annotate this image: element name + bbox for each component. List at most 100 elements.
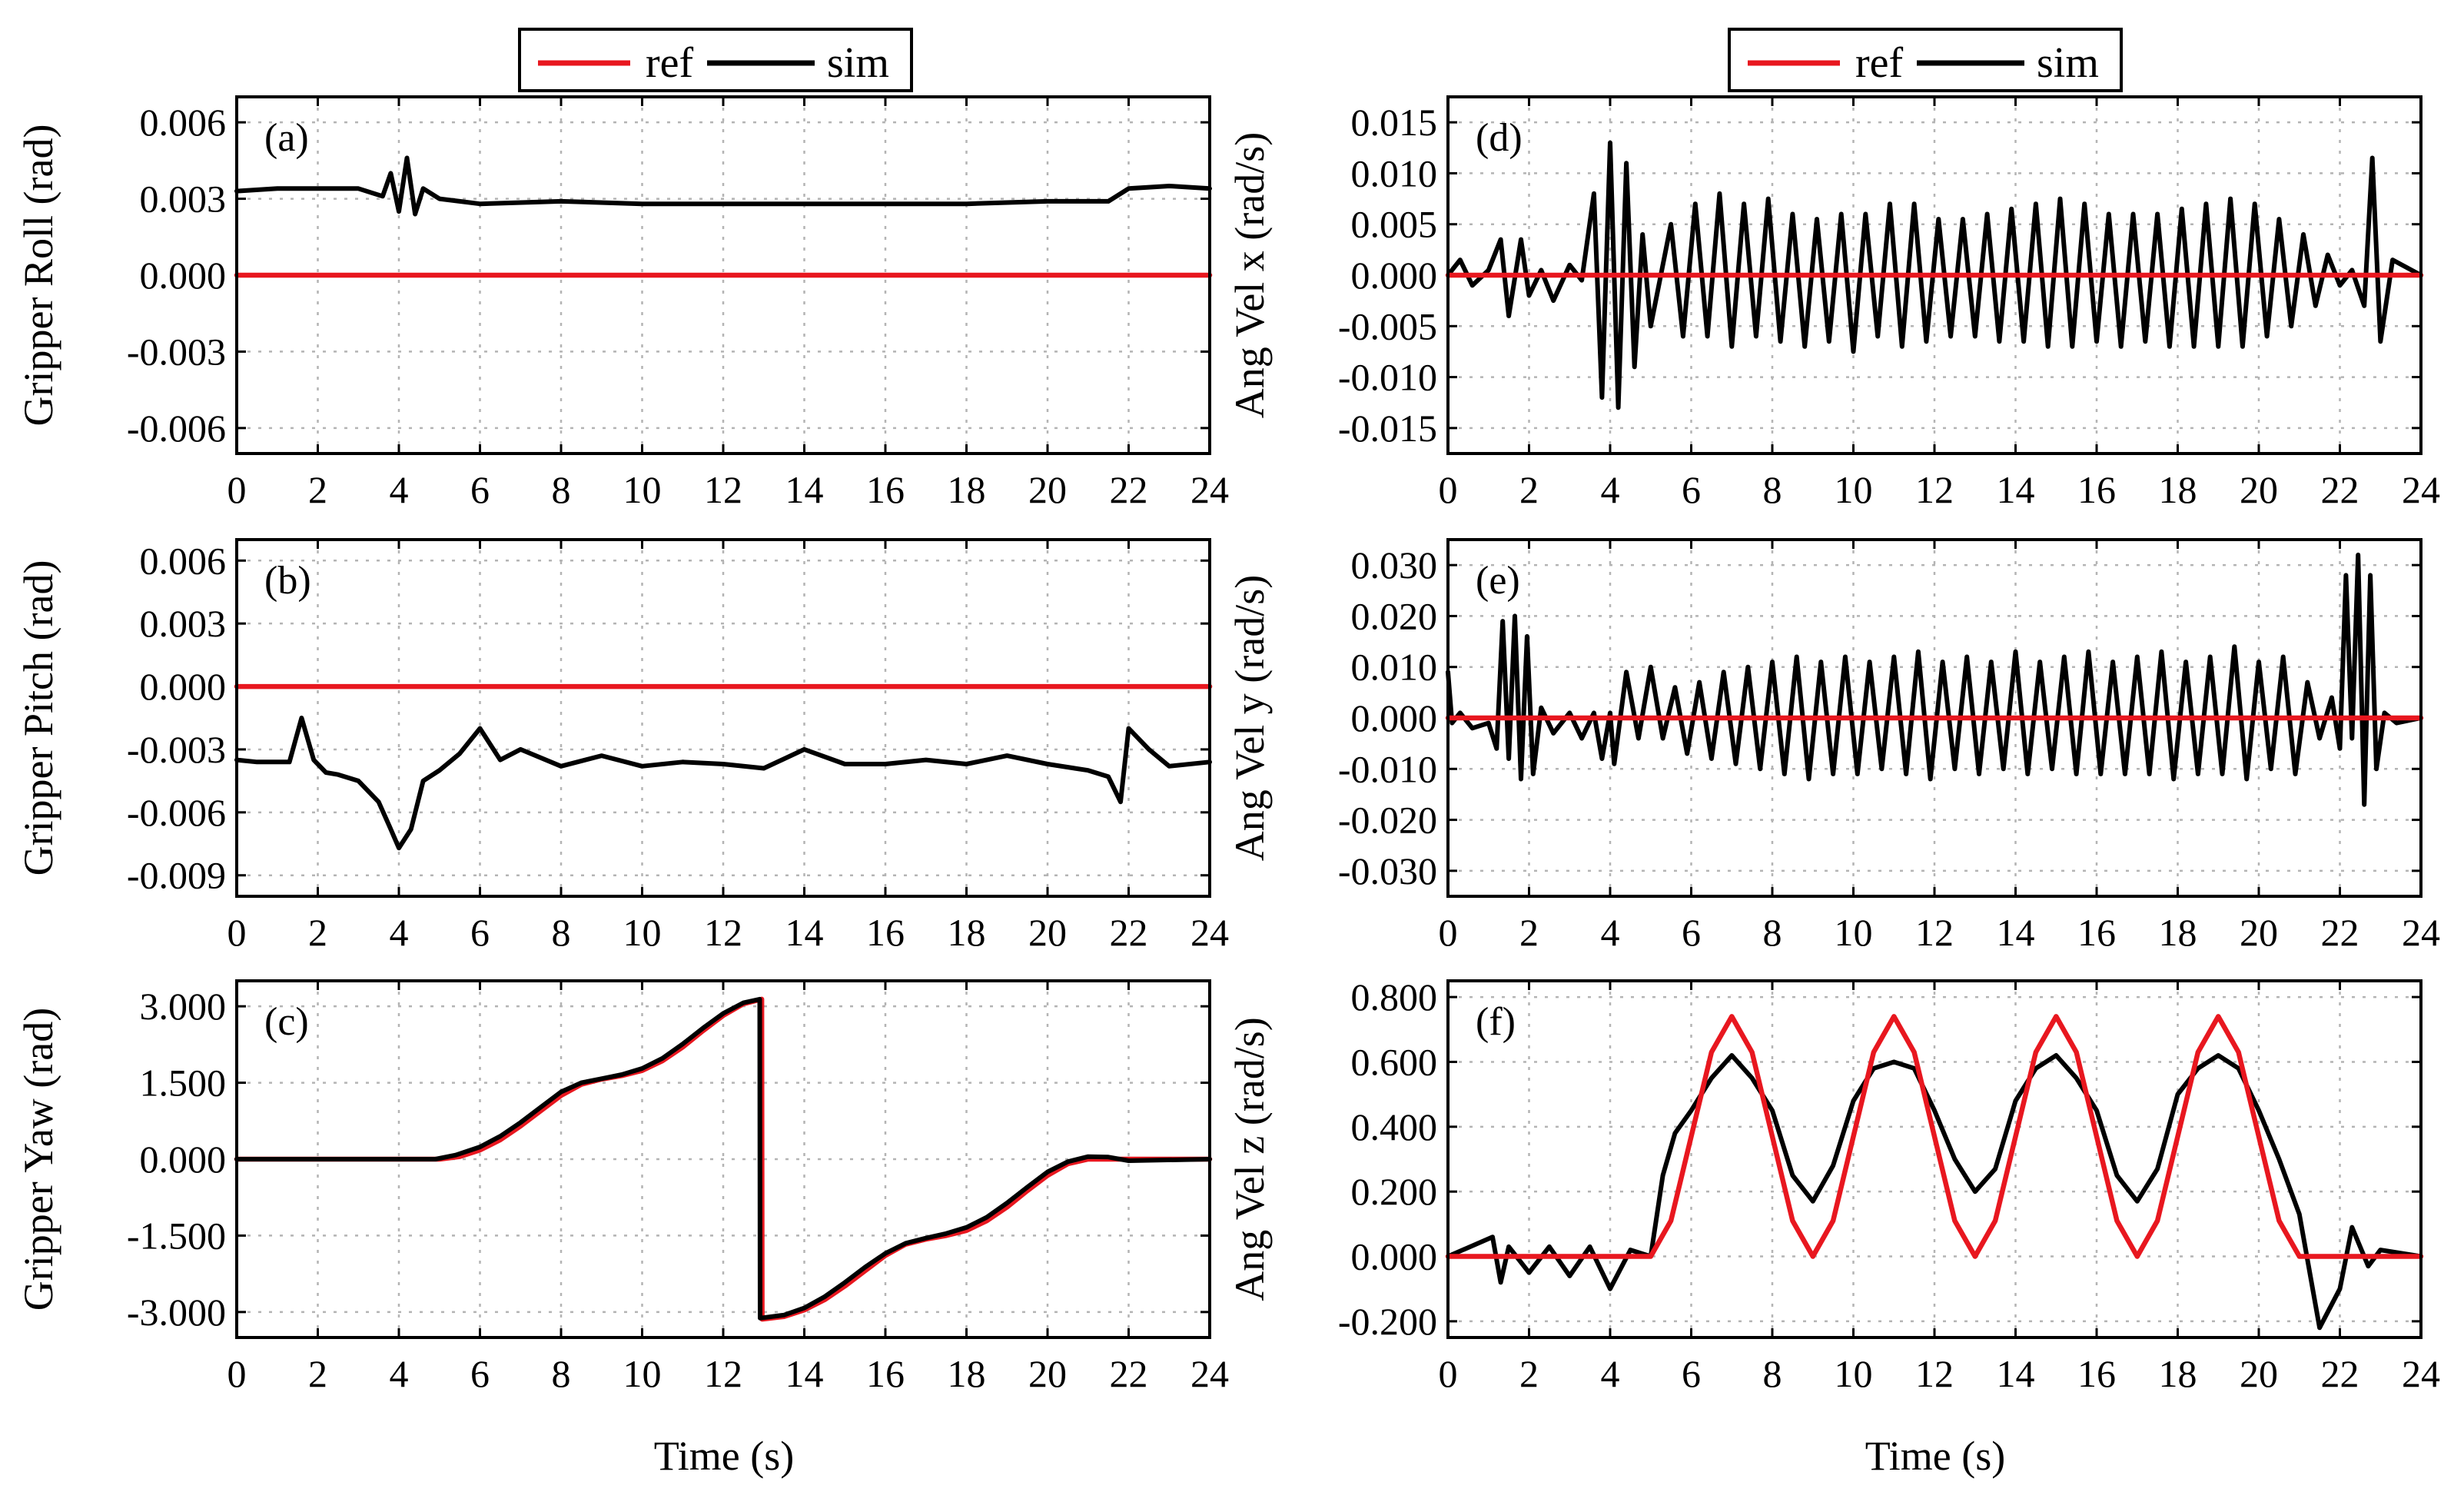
y-tick-label: 0.020 [1351, 594, 1438, 637]
x-tick-label: 18 [948, 911, 986, 954]
series-line-sim [234, 155, 1212, 217]
x-tick-label: 20 [1028, 1352, 1067, 1395]
x-tick-label: 14 [785, 911, 824, 954]
plot-frame [235, 979, 1211, 1339]
x-tick-label: 16 [866, 468, 905, 511]
chart-e: 0 2 4 6 8 10 12 14 16 18 20 22 24-0.030-0.020-0.0100… [1227, 538, 2440, 954]
x-tick-label: 20 [2240, 468, 2278, 511]
x-tick-label: 16 [2077, 911, 2116, 954]
x-tick-label: 0 [1439, 468, 1458, 511]
chart-b: 0 2 4 6 8 10 12 14 16 18 20 22 24-0.009-0.006-0.0030… [15, 538, 1229, 954]
x-tick-label: 14 [785, 468, 824, 511]
y-tick-label: -0.009 [127, 854, 226, 897]
plot-frame [1446, 979, 2422, 1339]
y-tick-label: -0.015 [1338, 407, 1437, 450]
x-tick-label: 10 [623, 911, 662, 954]
y-tick-label: -1.500 [127, 1214, 226, 1257]
y-tick-label: -0.006 [127, 407, 226, 450]
x-tick-label: 6 [470, 468, 490, 511]
x-tick-label: 18 [2159, 1352, 2197, 1395]
x-tick-label: 8 [552, 911, 571, 954]
x-tick-label: 22 [1110, 1352, 1148, 1395]
y-tick-label: 0.030 [1351, 543, 1438, 586]
series-line-sim [1446, 552, 2423, 807]
chart-c: 0 2 4 6 8 10 12 14 16 18 20 22 24-3.000-1.5000.0001.… [15, 979, 1229, 1395]
x-tick-label: 18 [2159, 911, 2197, 954]
y-axis-title: Gripper Roll (rad) [15, 125, 61, 427]
x-tick-label: 12 [704, 911, 742, 954]
plot-frame [235, 538, 1211, 898]
x-axis-label-right: Time (s) [1865, 1433, 2006, 1479]
legend-left-sim-label: sim [827, 39, 889, 87]
x-tick-label: 22 [2321, 911, 2359, 954]
x-tick-label: 10 [1835, 911, 1873, 954]
x-tick-label: 20 [2240, 1352, 2278, 1395]
x-tick-label: 8 [1763, 911, 1782, 954]
y-tick-label: 0.015 [1351, 101, 1438, 144]
x-tick-label: 24 [1190, 1352, 1229, 1395]
x-tick-label: 4 [1601, 911, 1620, 954]
x-tick-label: 18 [948, 468, 986, 511]
x-tick-label: 8 [1763, 1352, 1782, 1395]
x-tick-label: 14 [1997, 468, 2035, 511]
legend-left-ref-label: ref [646, 39, 694, 87]
legend-left: ref sim [518, 28, 913, 92]
y-tick-label: 0.000 [1351, 696, 1438, 739]
y-tick-label: -0.030 [1338, 849, 1437, 892]
x-tick-label: 6 [1682, 1352, 1701, 1395]
y-tick-label: 1.500 [140, 1062, 227, 1105]
y-axis-title: Ang Vel x (rad/s) [1227, 132, 1273, 418]
y-tick-label: -0.006 [127, 791, 226, 834]
y-tick-label: 0.010 [1351, 151, 1438, 194]
x-tick-label: 0 [227, 468, 247, 511]
x-tick-label: 4 [1601, 1352, 1620, 1395]
x-tick-label: 18 [948, 1352, 986, 1395]
x-tick-label: 24 [1190, 468, 1229, 511]
x-tick-label: 22 [2321, 468, 2359, 511]
y-axis-title: Ang Vel z (rad/s) [1227, 1017, 1273, 1301]
y-tick-label: -0.010 [1338, 356, 1437, 399]
x-tick-label: 2 [308, 468, 327, 511]
x-tick-label: 12 [704, 468, 742, 511]
legend-right-box [1728, 28, 2123, 92]
chart-a: 0 2 4 6 8 10 12 14 16 18 20 22 24-0.006-0.0030.0000.… [15, 95, 1229, 511]
x-tick-label: 24 [2402, 468, 2440, 511]
plot-frame [235, 95, 1211, 455]
panel-label: (f) [1476, 1000, 1516, 1044]
x-tick-label: 8 [552, 1352, 571, 1395]
y-tick-label: 0.005 [1351, 203, 1438, 246]
x-tick-label: 12 [704, 1352, 742, 1395]
series-line-sim [234, 716, 1212, 851]
x-tick-label: 6 [470, 911, 490, 954]
y-tick-label: 0.000 [1351, 254, 1438, 297]
chart-f: 0 2 4 6 8 10 12 14 16 18 20 22 24-0.2000.0000.2000.4… [1227, 975, 2440, 1395]
y-tick-label: 0.010 [1351, 646, 1438, 689]
x-tick-label: 4 [390, 911, 409, 954]
panel-label: (e) [1476, 559, 1520, 603]
y-tick-label: 0.006 [140, 539, 227, 582]
x-tick-label: 24 [2402, 1352, 2440, 1395]
x-tick-label: 8 [1763, 468, 1782, 511]
x-tick-label: 12 [1915, 468, 1954, 511]
x-tick-label: 14 [785, 1352, 824, 1395]
x-tick-label: 20 [1028, 468, 1067, 511]
x-tick-label: 14 [1997, 911, 2035, 954]
y-tick-label: 0.000 [1351, 1235, 1438, 1278]
y-tick-label: 0.400 [1351, 1105, 1438, 1148]
plot-frame [1446, 95, 2422, 455]
panel-label: (d) [1476, 116, 1523, 160]
x-tick-label: 10 [623, 468, 662, 511]
x-tick-label: 18 [2159, 468, 2197, 511]
y-tick-label: 0.003 [140, 602, 227, 645]
x-tick-label: 20 [1028, 911, 1067, 954]
x-tick-label: 16 [866, 911, 905, 954]
y-tick-label: -0.005 [1338, 304, 1437, 347]
x-tick-label: 0 [1439, 911, 1458, 954]
y-tick-label: 3.000 [140, 985, 227, 1028]
x-tick-label: 0 [227, 1352, 247, 1395]
x-tick-label: 0 [1439, 1352, 1458, 1395]
x-tick-label: 2 [1519, 468, 1539, 511]
legend-right: ref sim [1728, 28, 2123, 92]
y-tick-label: -0.003 [127, 728, 226, 771]
